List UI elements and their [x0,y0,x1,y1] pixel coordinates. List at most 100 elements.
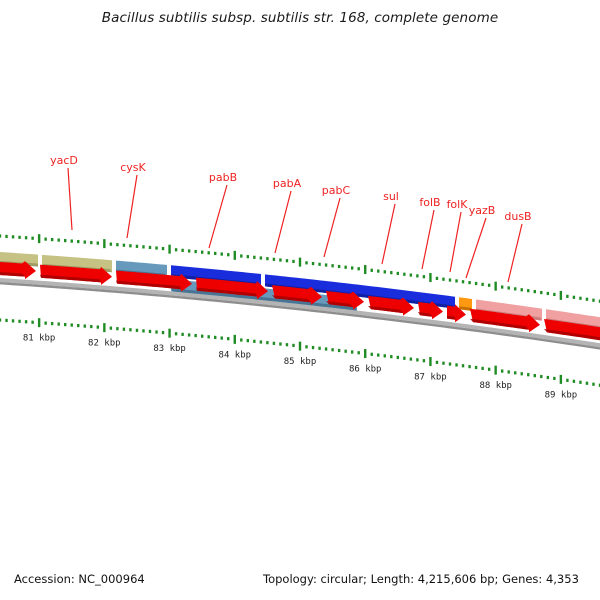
ruler-minor-tick [318,346,321,350]
gene-arrow-10[interactable] [470,308,540,333]
ruler-minor-tick [64,238,67,243]
gene-leader-line [465,217,487,279]
gene-label-dusB[interactable]: dusB [504,210,532,283]
ruler-major-tick [168,328,171,338]
gene-arrow-1[interactable] [0,261,36,280]
ruler-minor-tick [416,274,419,278]
gene-label-text: cysK [120,161,146,174]
ruler-minor-tick [0,234,2,238]
ruler-minor-tick [350,350,354,354]
ruler-minor-tick [122,243,126,247]
ruler-minor-tick [527,373,530,377]
ruler-minor-tick [227,337,230,341]
ruler-minor-tick [220,336,223,340]
ruler-label-87kbp: 87 kbp [414,373,447,383]
ruler-minor-tick [435,360,439,364]
ruler-minor-tick [527,289,530,293]
ruler-minor-tick [396,355,400,360]
ruler-minor-tick [533,290,536,294]
gene-label-pabA[interactable]: pabA [273,177,302,254]
gene-label-pabC[interactable]: pabC [322,184,351,258]
accession-label: Accession: NC_000964 [14,572,145,586]
ruler-minor-tick [50,238,54,242]
ruler-major-tick [103,323,106,333]
ruler-label-88kbp: 88 kbp [479,381,512,391]
ruler-minor-tick [487,283,491,287]
ruler-minor-tick [181,248,184,252]
ruler-minor-tick [90,324,93,329]
gene-leader-line [449,211,462,273]
gene-leader-line [67,167,73,231]
ruler-minor-tick [116,327,119,331]
gene-leader-line [323,197,341,258]
ruler-minor-tick [455,279,458,283]
gene-label-group[interactable]: yacD cysK pabB pabA pabC sul folB folK yazB dusB [50,154,532,283]
gene-label-text: pabC [322,184,351,197]
ruler-minor-tick [546,291,550,296]
ruler-minor-tick [598,383,600,387]
gene-arrow-7[interactable] [368,295,414,316]
ruler-major-tick [429,357,432,367]
ruler-minor-tick [187,333,191,337]
ruler-minor-tick [5,234,8,239]
ruler-minor-tick [194,249,197,254]
gene-label-cysK[interactable]: cysK [120,161,147,239]
ruler-minor-tick [194,333,197,338]
feature-orange-1[interactable] [459,297,472,311]
ruler-minor-tick [31,320,34,324]
ruler-minor-tick [5,318,8,323]
ruler-minor-tick [220,252,223,256]
ruler-minor-tick [181,332,184,336]
gene-arrow-8[interactable] [418,301,443,320]
ruler-minor-tick [174,332,178,336]
gene-label-text: yacD [50,154,78,167]
ruler-major-tick [364,349,367,359]
gene-arrow-9[interactable] [447,304,466,323]
gene-label-sul[interactable]: sul [381,190,399,265]
ruler-minor-tick [305,345,308,349]
ruler-minor-tick [468,365,471,369]
ruler-minor-tick [18,235,21,239]
gene-label-yazB[interactable]: yazB [465,204,495,279]
ruler-minor-tick [474,281,478,286]
ruler-minor-tick [370,352,373,356]
ruler-minor-tick [148,329,152,334]
gene-label-text: pabA [273,177,302,190]
gene-label-pabB[interactable]: pabB [208,171,237,249]
ruler-minor-tick [155,330,158,334]
ruler-minor-tick [57,322,60,326]
ruler-minor-tick [344,349,347,353]
ruler-minor-tick [246,339,250,343]
gene-arrow-track[interactable] [0,261,600,344]
gene-label-folB[interactable]: folB [419,196,441,270]
gene-label-yacD[interactable]: yacD [50,154,78,231]
gene-arrow-4[interactable] [196,277,268,300]
gene-arrow-11[interactable] [544,318,600,343]
ruler-minor-tick [435,276,439,280]
ruler-minor-tick [200,250,204,254]
gene-label-text: folB [419,196,440,209]
ruler-minor-tick [546,375,550,380]
upper-scale-ruler [0,234,600,303]
gene-arrow-6[interactable] [326,291,364,310]
ruler-minor-tick [279,342,282,346]
ruler-minor-tick [331,264,334,268]
ruler-minor-tick [383,270,386,274]
ruler-minor-tick [44,321,47,325]
ruler-minor-tick [24,320,28,324]
ruler-minor-tick [520,288,523,292]
ruler-minor-tick [161,330,165,335]
genome-backbone [0,276,600,350]
gene-arrow-3[interactable] [116,270,192,292]
gene-label-folK[interactable]: folK [447,198,469,273]
gene-arrow-2[interactable] [40,264,112,285]
ruler-minor-tick [572,295,576,299]
ruler-minor-tick [77,323,80,328]
ruler-minor-tick [135,244,139,248]
ruler-minor-tick [240,338,243,342]
ruler-minor-tick [246,255,250,259]
ruler-minor-tick [207,251,210,255]
gene-arrow-5[interactable] [272,285,322,305]
